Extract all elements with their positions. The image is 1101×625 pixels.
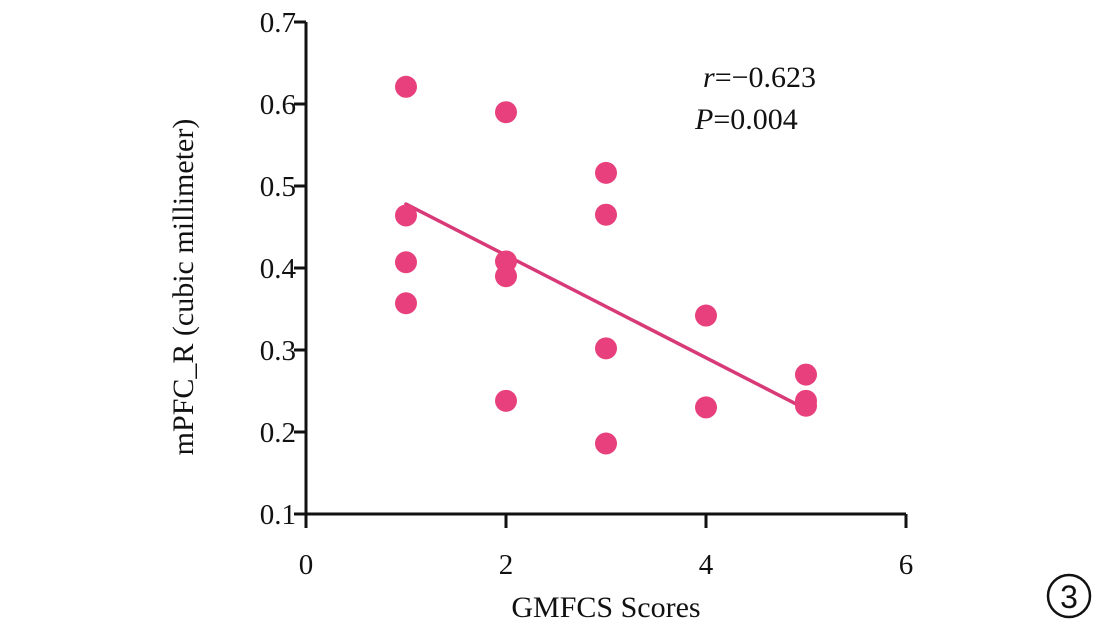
- y-tick-label: 0.6: [260, 89, 296, 121]
- x-tick-label: 0: [299, 549, 314, 581]
- y-tick-label: 0.7: [260, 7, 296, 39]
- data-point: [795, 363, 817, 386]
- y-axis-ticks: 0.1 0.2 0.3 0.4 0.5 0.6 0.7: [260, 7, 306, 531]
- p-annotation: P=0.004: [694, 103, 798, 136]
- r-annotation: r=−0.623: [703, 61, 816, 94]
- data-point: [695, 304, 717, 327]
- r-value: =−0.623: [715, 61, 816, 94]
- y-tick-label: 0.1: [260, 499, 296, 531]
- p-value: =0.004: [713, 103, 797, 136]
- x-tick-label: 6: [899, 549, 914, 581]
- data-point: [595, 161, 617, 184]
- r-symbol: r: [703, 61, 715, 94]
- x-tick-label: 4: [699, 549, 714, 581]
- data-point: [695, 396, 717, 419]
- data-point: [395, 75, 417, 98]
- panel-number-circle: [1046, 573, 1092, 619]
- x-axis-ticks: 0 2 4 6: [299, 514, 914, 581]
- data-point: [495, 265, 517, 288]
- data-point: [795, 394, 817, 417]
- data-point: [395, 292, 417, 315]
- regression-line: [404, 202, 808, 411]
- data-point: [395, 251, 417, 274]
- x-tick-label: 2: [499, 549, 514, 581]
- y-tick-label: 0.5: [260, 171, 296, 203]
- data-point: [495, 389, 517, 412]
- p-symbol: P: [694, 103, 713, 136]
- y-tick-label: 0.2: [260, 417, 296, 449]
- data-point: [495, 101, 517, 124]
- y-tick-label: 0.3: [260, 335, 296, 367]
- regression-line-group: [404, 202, 808, 411]
- data-point: [595, 432, 617, 455]
- y-tick-label: 0.4: [260, 253, 297, 285]
- panel-number: 3: [1060, 579, 1078, 615]
- data-points: [395, 75, 817, 455]
- data-point: [395, 204, 417, 227]
- x-axis-title: GMFCS Scores: [511, 591, 700, 624]
- y-axis-title: mPFC_R (cubic millimeter): [167, 119, 200, 456]
- data-point: [595, 337, 617, 360]
- data-point: [595, 203, 617, 226]
